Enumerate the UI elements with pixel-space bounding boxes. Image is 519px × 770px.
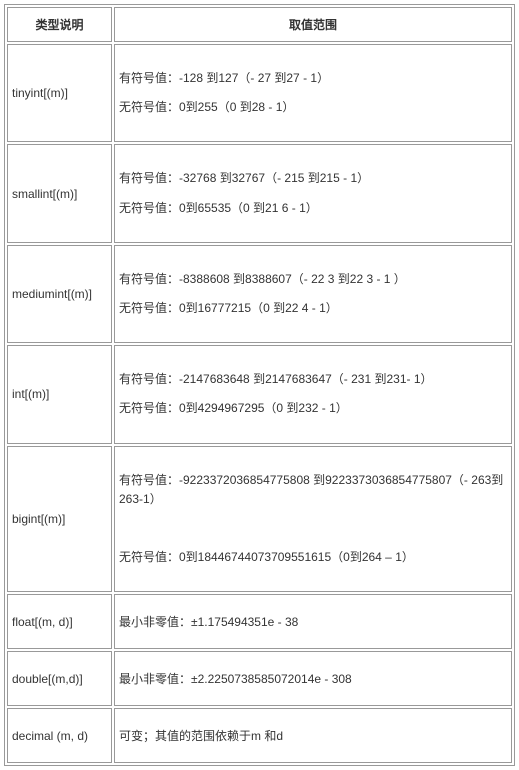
cell-type: bigint[(m)] — [7, 446, 112, 593]
cell-range: 有符号值：-32768 到32767（- 215 到215 - 1） 无符号值：0… — [114, 144, 512, 242]
range-line: 有符号值：-128 到127（- 27 到27 - 1） — [119, 69, 507, 88]
range-line: 无符号值：0到18446744073709551615（0到264 – 1） — [119, 548, 507, 567]
table-row: decimal (m, d)可变；其值的范围依赖于m 和d — [7, 708, 512, 763]
table-row: smallint[(m)]有符号值：-32768 到32767（- 215 到2… — [7, 144, 512, 242]
header-range: 取值范围 — [114, 7, 512, 42]
cell-range: 最小非零值：±2.2250738585072014e - 308 — [114, 651, 512, 706]
range-line: 有符号值：-2147683648 到2147683647（- 231 到231-… — [119, 370, 507, 389]
cell-range: 有符号值：-9223372036854775808 到9223373036854… — [114, 446, 512, 593]
cell-type: decimal (m, d) — [7, 708, 112, 763]
range-line: 有符号值：-8388608 到8388607（- 22 3 到22 3 - 1 … — [119, 270, 507, 289]
cell-type: smallint[(m)] — [7, 144, 112, 242]
type-range-table: 类型说明 取值范围 tinyint[(m)]有符号值：-128 到127（- 2… — [4, 4, 515, 766]
cell-type: int[(m)] — [7, 345, 112, 443]
range-line: 无符号值：0到16777215（0 到22 4 - 1） — [119, 299, 507, 318]
cell-range: 有符号值：-8388608 到8388607（- 22 3 到22 3 - 1 … — [114, 245, 512, 343]
cell-range: 可变；其值的范围依赖于m 和d — [114, 708, 512, 763]
cell-type: tinyint[(m)] — [7, 44, 112, 142]
cell-range: 最小非零值：±1.175494351e - 38 — [114, 594, 512, 649]
cell-range: 有符号值：-128 到127（- 27 到27 - 1） 无符号值：0到255（0… — [114, 44, 512, 142]
range-line: 无符号值：0到255（0 到28 - 1） — [119, 98, 507, 117]
range-line: 无符号值：0到4294967295（0 到232 - 1） — [119, 399, 507, 418]
cell-range: 有符号值：-2147683648 到2147683647（- 231 到231-… — [114, 345, 512, 443]
header-type: 类型说明 — [7, 7, 112, 42]
cell-type: mediumint[(m)] — [7, 245, 112, 343]
range-line: 无符号值：0到65535（0 到21 6 - 1） — [119, 199, 507, 218]
range-line: 有符号值：-32768 到32767（- 215 到215 - 1） — [119, 169, 507, 188]
table-row: tinyint[(m)]有符号值：-128 到127（- 27 到27 - 1）… — [7, 44, 512, 142]
cell-type: double[(m,d)] — [7, 651, 112, 706]
range-line — [119, 519, 507, 538]
range-line: 有符号值：-9223372036854775808 到9223373036854… — [119, 471, 507, 509]
table-row: bigint[(m)]有符号值：-9223372036854775808 到92… — [7, 446, 512, 593]
table-row: double[(m,d)]最小非零值：±2.2250738585072014e … — [7, 651, 512, 706]
table-row: mediumint[(m)] 有符号值：-8388608 到8388607（- 2… — [7, 245, 512, 343]
table-row: float[(m, d)]最小非零值：±1.175494351e - 38 — [7, 594, 512, 649]
table-row: int[(m)] 有符号值：-2147683648 到2147683647（- 2… — [7, 345, 512, 443]
cell-type: float[(m, d)] — [7, 594, 112, 649]
table-body: tinyint[(m)]有符号值：-128 到127（- 27 到27 - 1）… — [7, 44, 512, 763]
